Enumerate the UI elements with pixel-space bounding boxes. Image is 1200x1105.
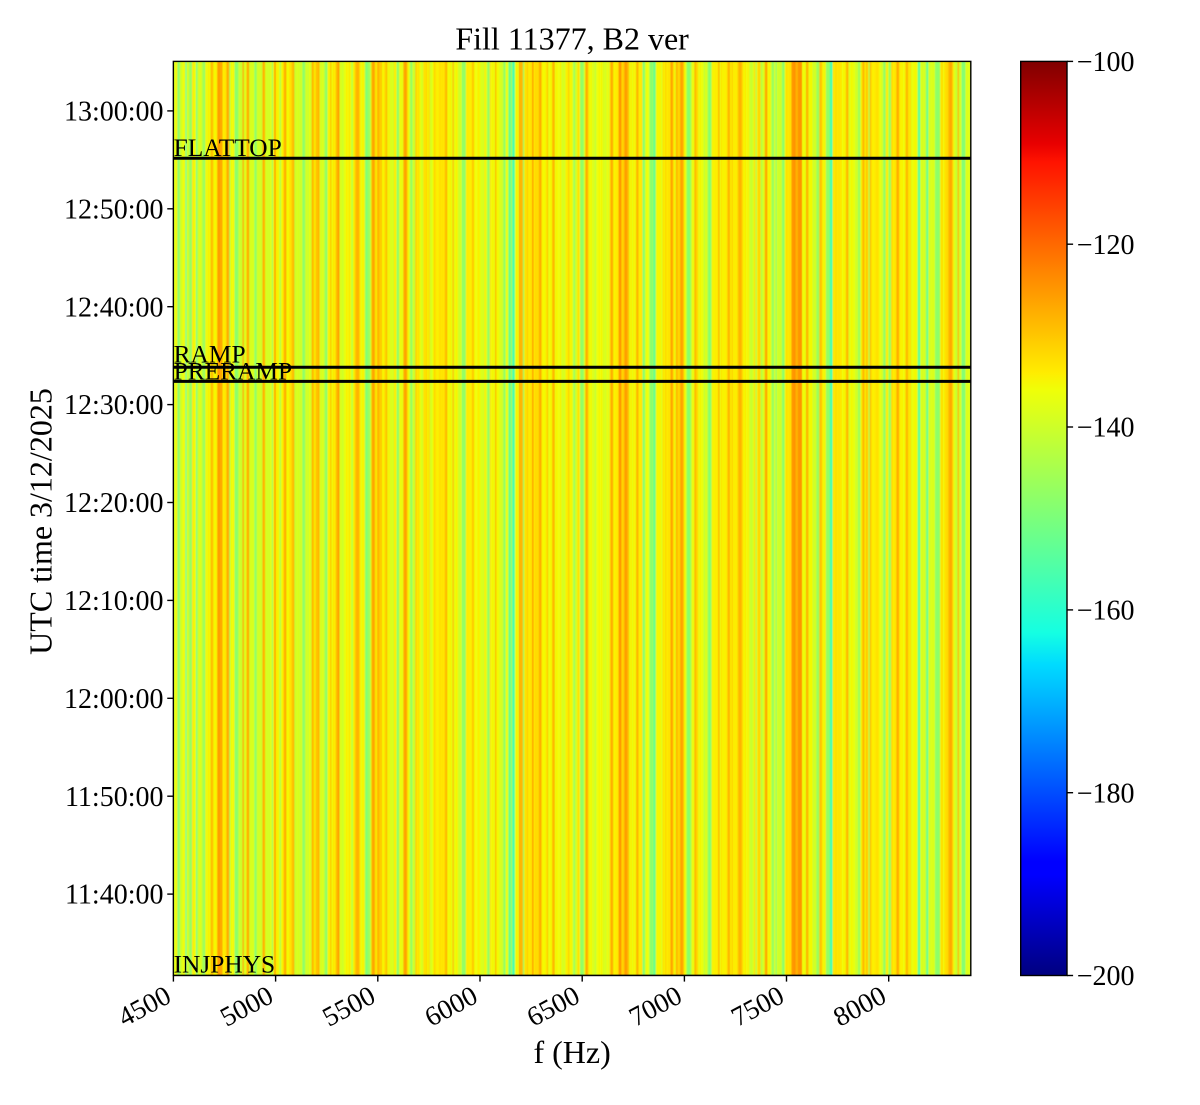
- svg-text:12:50:00: 12:50:00: [64, 194, 164, 225]
- svg-text:11:50:00: 11:50:00: [65, 782, 164, 813]
- svg-text:13:00:00: 13:00:00: [64, 97, 164, 128]
- svg-text:12:00:00: 12:00:00: [64, 684, 164, 715]
- svg-text:−160: −160: [1077, 596, 1135, 627]
- svg-text:11:40:00: 11:40:00: [65, 880, 164, 911]
- svg-text:−140: −140: [1077, 413, 1135, 444]
- svg-text:−180: −180: [1077, 778, 1135, 809]
- svg-text:FLATTOP: FLATTOP: [174, 134, 282, 162]
- svg-text:−200: −200: [1077, 961, 1135, 992]
- svg-text:12:20:00: 12:20:00: [64, 488, 164, 519]
- svg-text:12:30:00: 12:30:00: [64, 390, 164, 421]
- svg-text:12:10:00: 12:10:00: [64, 586, 164, 617]
- svg-text:12:40:00: 12:40:00: [64, 292, 164, 323]
- svg-text:UTC time 3/12/2025: UTC time 3/12/2025: [23, 388, 59, 655]
- svg-text:Fill 11377, B2 ver: Fill 11377, B2 ver: [455, 21, 689, 57]
- svg-text:−120: −120: [1077, 230, 1135, 261]
- svg-text:PRERAMP: PRERAMP: [174, 358, 293, 386]
- svg-text:−100: −100: [1077, 47, 1135, 78]
- svg-text:f (Hz): f (Hz): [533, 1034, 610, 1070]
- svg-text:INJPHYS: INJPHYS: [174, 951, 276, 979]
- svg-text:RAMP: RAMP: [174, 341, 246, 369]
